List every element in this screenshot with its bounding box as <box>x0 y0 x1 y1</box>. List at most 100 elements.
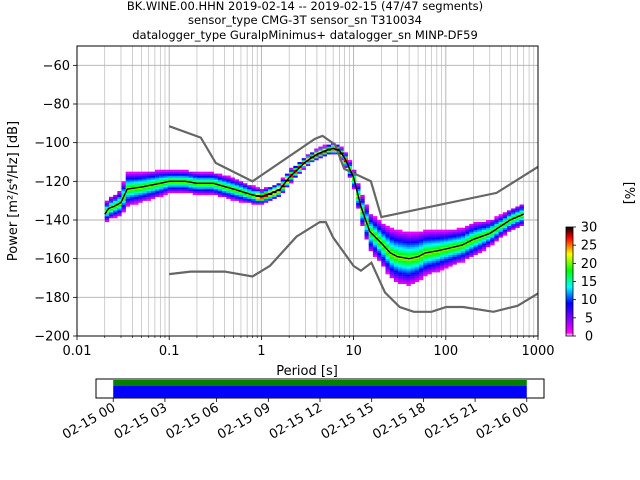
heatmap-cell <box>402 254 407 257</box>
heatmap-cell <box>465 239 470 242</box>
heatmap-cell <box>301 160 307 163</box>
heatmap-cell <box>360 221 365 225</box>
heatmap-cell <box>159 179 164 182</box>
heatmap-cell <box>418 237 424 240</box>
heatmap-cell <box>347 171 353 174</box>
heatmap-cell <box>171 187 177 190</box>
heatmap-cell <box>398 254 403 257</box>
heatmap-cell <box>155 185 160 188</box>
heatmap-cell <box>406 258 411 261</box>
heatmap-cell <box>435 268 441 271</box>
heatmap-cell <box>477 231 483 234</box>
heatmap-cell <box>385 231 390 234</box>
heatmap-cell <box>402 235 407 238</box>
heatmap-cell <box>356 187 361 190</box>
heatmap-cell <box>150 173 156 176</box>
heatmap-cell <box>255 187 260 190</box>
heatmap-cell <box>444 231 449 234</box>
heatmap-cell <box>398 276 403 279</box>
heatmap-cell <box>297 162 302 165</box>
heatmap-cell <box>385 260 390 263</box>
heatmap-cell <box>259 189 265 192</box>
heatmap-cell <box>385 266 390 269</box>
heatmap-cell <box>226 196 231 199</box>
heatmap-cell <box>486 225 491 228</box>
heatmap-cell <box>134 175 139 178</box>
heatmap-cell <box>490 221 495 225</box>
heatmap-cell <box>398 231 403 234</box>
heatmap-cell <box>477 243 483 246</box>
heatmap-cell <box>423 241 428 244</box>
nlnm-noise-model-line <box>169 221 538 313</box>
heatmap-cell <box>444 239 449 242</box>
heatmap-cell <box>406 274 411 277</box>
heatmap-cell <box>473 241 478 244</box>
heatmap-cell <box>364 225 369 228</box>
heatmap-cell <box>418 233 424 236</box>
heatmap-cell <box>163 169 168 172</box>
heatmap-cell <box>406 247 411 250</box>
heatmap-cell <box>398 260 403 263</box>
heatmap-cell <box>431 264 436 267</box>
heatmap-cell <box>134 191 139 194</box>
heatmap-cell <box>113 210 118 213</box>
heatmap-cell <box>414 264 420 267</box>
heatmap-cell <box>364 231 369 234</box>
heatmap-cell <box>515 206 520 209</box>
heatmap-cell <box>511 214 516 217</box>
heatmap-cell <box>201 171 206 174</box>
heatmap-cell <box>184 177 189 180</box>
heatmap-cell <box>142 187 147 190</box>
heatmap-cell <box>268 194 273 197</box>
heatmap-cell <box>213 181 219 184</box>
heatmap-cell <box>452 262 457 265</box>
heatmap-cell <box>125 181 131 184</box>
x-tick-label: 0.1 <box>159 344 180 359</box>
heatmap-cell <box>167 183 172 186</box>
heatmap-cell <box>217 179 223 182</box>
heatmap-cell <box>268 196 273 199</box>
heatmap-cell <box>117 191 122 194</box>
heatmap-cell <box>448 241 453 244</box>
heatmap-cell <box>389 256 395 259</box>
heatmap-cell <box>393 258 399 261</box>
heatmap-cell <box>402 247 407 250</box>
heatmap-cell <box>410 281 415 284</box>
heatmap-cell <box>192 175 198 178</box>
heatmap-cell <box>129 173 135 176</box>
heatmap-cell <box>448 229 453 232</box>
heatmap-cell <box>368 227 374 230</box>
heatmap-cell <box>431 247 436 250</box>
heatmap-cell <box>318 156 323 159</box>
heatmap-cell <box>125 194 131 197</box>
heatmap-cell <box>423 270 428 273</box>
heatmap-cell <box>481 229 487 232</box>
heatmap-cell <box>138 187 143 190</box>
heatmap-cell <box>167 177 172 180</box>
heatmap-cell <box>360 198 365 201</box>
heatmap-cell <box>372 225 378 228</box>
heatmap-cell <box>121 202 126 205</box>
heatmap-cell <box>360 212 365 215</box>
heatmap-cell <box>284 173 290 176</box>
heatmap-cell <box>368 221 374 225</box>
heatmap-cell <box>205 179 210 182</box>
heatmap-cell <box>398 229 403 232</box>
heatmap-cell <box>188 173 193 176</box>
heatmap-cell <box>431 249 436 252</box>
heatmap-cell <box>460 237 466 240</box>
heatmap-cell <box>402 250 407 254</box>
heatmap-cell <box>301 158 307 161</box>
heatmap-cell <box>519 208 524 211</box>
heatmap-cell <box>213 189 219 192</box>
heatmap-cell <box>414 233 420 236</box>
heatmap-cell <box>481 237 487 240</box>
heatmap-cell <box>117 214 122 217</box>
heatmap-cell <box>230 194 235 197</box>
heatmap-cell <box>113 196 118 199</box>
heatmap-cell <box>414 262 420 265</box>
heatmap-cell <box>490 229 495 232</box>
heatmap-cell <box>238 189 244 192</box>
heatmap-cell <box>155 187 160 190</box>
